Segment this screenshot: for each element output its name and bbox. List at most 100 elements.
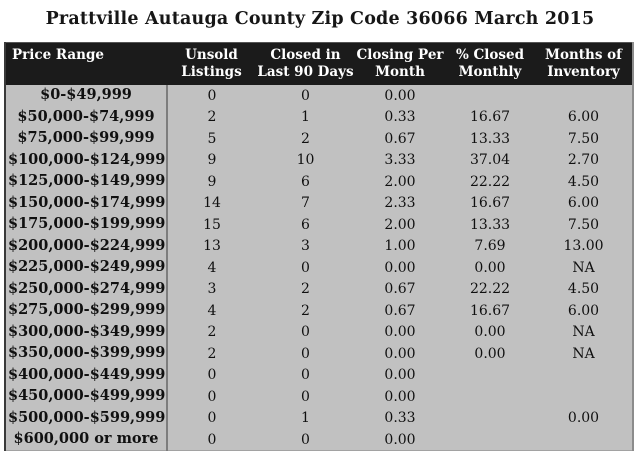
unsold-listings-cell: 15 — [203, 216, 221, 233]
column-header-pct-closed-monthly: % Closed Monthly — [445, 42, 535, 85]
closed-last-90-cell: 0 — [301, 324, 310, 340]
months-of-inventory-cell: 4.50 — [567, 173, 600, 190]
unsold-listings-cell: 4 — [207, 302, 217, 319]
price-range-cell: $100,000-$124,999 — [5, 149, 168, 171]
closing-per-month-cell: 0.00 — [384, 87, 416, 104]
closing-per-month-cell: 0.67 — [384, 281, 416, 297]
price-range-cell: $300,000-$349,999 — [5, 321, 168, 343]
header-row: Price Range Unsold Listings Closed in La… — [5, 42, 633, 85]
table-row: $600,000 or more 0 0 0.00 — [5, 428, 633, 451]
unsold-listings-cell: 9 — [207, 173, 217, 190]
pct-closed-monthly-cell: 7.69 — [474, 238, 506, 254]
table-row: $200,000-$224,999 13 3 1.00 7.69 13.00 — [5, 235, 633, 257]
closing-per-month-cell: 0.00 — [384, 388, 416, 405]
unsold-listings-cell: 14 — [203, 195, 221, 211]
column-header-months-of-inventory: Months of Inventory — [535, 42, 633, 85]
column-header-closed-last-90-days: Closed in Last 90 Days — [256, 42, 355, 85]
closing-per-month-cell: 1.00 — [384, 238, 416, 254]
closed-last-90-cell: 0 — [301, 367, 310, 383]
months-of-inventory-cell: NA — [572, 345, 595, 362]
table-row: $500,000-$599,999 0 1 0.33 0.00 — [5, 407, 633, 429]
closing-per-month-cell: 0.33 — [384, 410, 416, 426]
unsold-listings-cell: 0 — [207, 87, 217, 104]
table-row: $400,000-$449,999 0 0 0.00 — [5, 364, 633, 386]
price-range-cell: $0-$49,999 — [5, 84, 168, 107]
price-range-cell: $125,000-$149,999 — [5, 170, 168, 193]
closed-last-90-cell: 2 — [301, 281, 310, 297]
pct-closed-monthly-cell: 13.33 — [469, 130, 511, 147]
closed-last-90-cell: 3 — [301, 238, 310, 254]
closing-per-month-cell: 0.00 — [384, 259, 416, 276]
months-of-inventory-cell: NA — [572, 324, 595, 340]
price-range-cell: $400,000-$449,999 — [5, 364, 168, 386]
unsold-listings-cell: 5 — [207, 130, 217, 147]
unsold-listings-cell: 0 — [207, 388, 217, 405]
table-row: $275,000-$299,999 4 2 0.67 16.67 6.00 — [5, 299, 633, 322]
table-row: $100,000-$124,999 9 10 3.33 37.04 2.70 — [5, 149, 633, 171]
unsold-listings-cell: 2 — [207, 324, 217, 340]
pct-closed-monthly-cell — [445, 364, 535, 386]
months-of-inventory-cell: 6.00 — [567, 302, 600, 319]
table-row: $125,000-$149,999 9 6 2.00 22.22 4.50 — [5, 170, 633, 193]
closing-per-month-cell: 2.00 — [384, 216, 416, 233]
months-of-inventory-cell: 0.00 — [567, 410, 600, 426]
price-range-cell: $500,000-$599,999 — [5, 407, 168, 429]
closing-per-month-cell: 0.00 — [384, 431, 416, 448]
closed-last-90-cell: 2 — [301, 302, 310, 319]
inventory-table: Price Range Unsold Listings Closed in La… — [4, 42, 634, 451]
price-range-cell: $50,000-$74,999 — [5, 106, 168, 128]
pct-closed-monthly-cell — [445, 407, 535, 429]
pct-closed-monthly-cell — [445, 429, 535, 451]
price-range-cell: $350,000-$399,999 — [5, 342, 168, 365]
table-row: $175,000-$199,999 15 6 2.00 13.33 7.50 — [5, 213, 633, 236]
months-of-inventory-cell — [535, 429, 633, 451]
column-header-price-range: Price Range — [5, 42, 167, 85]
pct-closed-monthly-cell: 22.22 — [469, 173, 511, 190]
closed-last-90-cell: 10 — [296, 152, 315, 168]
unsold-listings-cell: 9 — [207, 152, 217, 168]
unsold-listings-cell: 0 — [207, 367, 217, 383]
unsold-listings-cell: 3 — [207, 281, 217, 297]
unsold-listings-cell: 0 — [207, 410, 217, 426]
pct-closed-monthly-cell — [445, 85, 535, 107]
closed-last-90-cell: 6 — [301, 173, 310, 190]
closed-last-90-cell: 1 — [301, 410, 310, 426]
closed-last-90-cell: 0 — [301, 259, 310, 276]
table-row: $300,000-$349,999 2 0 0.00 0.00 NA — [5, 321, 633, 343]
price-range-cell: $275,000-$299,999 — [5, 299, 168, 322]
months-of-inventory-cell: 6.00 — [567, 109, 600, 125]
unsold-listings-cell: 13 — [203, 238, 221, 254]
unsold-listings-cell: 2 — [207, 109, 217, 125]
pct-closed-monthly-cell — [445, 386, 535, 408]
column-header-unsold-listings: Unsold Listings — [167, 42, 256, 85]
closing-per-month-cell: 0.67 — [384, 302, 416, 319]
price-range-cell: $450,000-$499,999 — [5, 385, 168, 408]
table-row: $450,000-$499,999 0 0 0.00 — [5, 385, 633, 408]
closing-per-month-cell: 0.00 — [384, 367, 416, 383]
unsold-listings-cell: 0 — [207, 431, 217, 448]
months-of-inventory-cell — [535, 364, 633, 386]
table-row: $0-$49,999 0 0 0.00 — [5, 84, 633, 107]
pct-closed-monthly-cell: 16.67 — [469, 195, 511, 211]
price-range-cell: $225,000-$249,999 — [5, 256, 168, 279]
table-row: $225,000-$249,999 4 0 0.00 0.00 NA — [5, 256, 633, 279]
pct-closed-monthly-cell: 16.67 — [469, 302, 511, 319]
pct-closed-monthly-cell: 16.67 — [469, 109, 511, 125]
price-range-cell: $250,000-$274,999 — [5, 278, 168, 300]
closed-last-90-cell: 6 — [301, 216, 310, 233]
price-range-cell: $75,000-$99,999 — [5, 127, 168, 150]
months-of-inventory-cell: 7.50 — [567, 216, 600, 233]
table-body: $0-$49,999 0 0 0.00 $50,000-$74,999 2 1 0.33 16.… — [5, 84, 633, 451]
closed-last-90-cell: 0 — [301, 388, 310, 405]
table-row: $250,000-$274,999 3 2 0.67 22.22 4.50 — [5, 278, 633, 300]
months-of-inventory-cell: 2.70 — [567, 152, 600, 168]
months-of-inventory-cell: 7.50 — [567, 130, 600, 147]
table-row: $50,000-$74,999 2 1 0.33 16.67 6.00 — [5, 106, 633, 128]
closing-per-month-cell: 3.33 — [384, 152, 416, 168]
closing-per-month-cell: 2.00 — [384, 173, 416, 190]
months-of-inventory-cell: NA — [572, 259, 595, 276]
closed-last-90-cell: 0 — [301, 431, 310, 448]
price-range-cell: $150,000-$174,999 — [5, 192, 168, 214]
closing-per-month-cell: 0.00 — [384, 345, 416, 362]
table-row: $350,000-$399,999 2 0 0.00 0.00 NA — [5, 342, 633, 365]
